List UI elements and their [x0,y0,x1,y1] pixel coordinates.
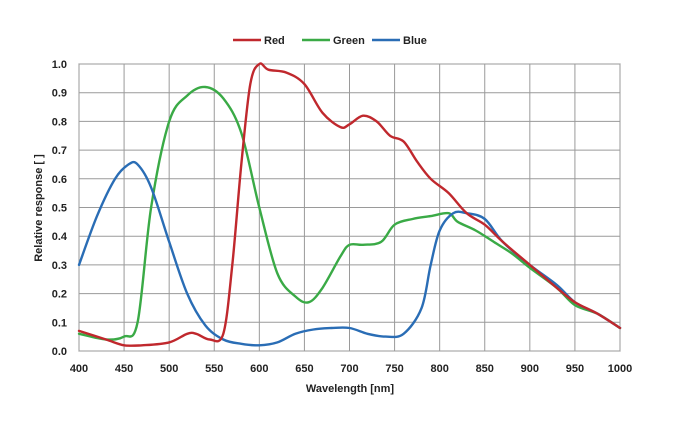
x-tick-label: 500 [160,363,178,375]
x-tick-label: 450 [115,363,133,375]
x-axis-title: Wavelength [nm] [306,383,395,395]
y-tick-label: 0.3 [52,260,67,272]
x-tick-label: 950 [566,363,584,375]
x-tick-label: 1000 [608,363,632,375]
x-tick-label: 650 [295,363,313,375]
y-tick-labels: 0.0 0.1 0.2 0.3 0.4 0.5 0.6 0.7 0.8 0.9 1.0 [52,59,68,358]
series-line-red [77,62,622,348]
x-tick-label: 750 [385,363,403,375]
y-tick-label: 0.4 [52,231,68,243]
series-line-green [77,85,622,341]
y-tick-label: 0.2 [52,289,67,301]
y-tick-label: 0.0 [52,346,67,358]
grid [78,63,621,352]
legend: Red Green Blue [233,35,427,47]
x-tick-label: 900 [521,363,539,375]
y-tick-label: 0.8 [52,116,67,128]
x-tick-labels: 400 450 500 550 600 650 700 750 800 850 900 950 1000 [70,363,632,375]
legend-label-red: Red [264,35,285,47]
x-tick-label: 700 [340,363,358,375]
y-tick-label: 0.7 [52,145,67,157]
x-tick-label: 600 [250,363,268,375]
legend-label-blue: Blue [403,35,427,47]
x-tick-label: 800 [430,363,448,375]
x-tick-label: 400 [70,363,88,375]
y-tick-label: 1.0 [52,59,67,71]
x-tick-label: 850 [476,363,494,375]
legend-label-green: Green [333,35,365,47]
y-tick-label: 0.5 [52,203,67,215]
x-tick-label: 550 [205,363,223,375]
y-axis-title: Relative response [ ] [33,154,45,262]
series-layer [77,62,622,348]
y-tick-label: 0.1 [52,317,67,329]
y-tick-label: 0.6 [52,174,67,186]
y-tick-label: 0.9 [52,88,67,100]
